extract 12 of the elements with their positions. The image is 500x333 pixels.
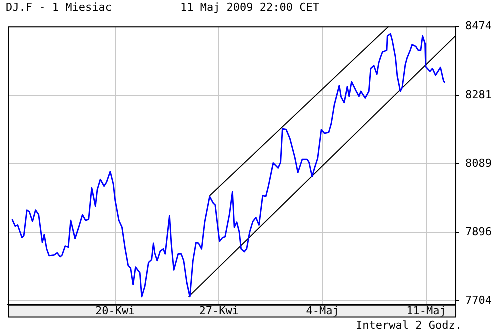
y-tick-label: 7704 bbox=[466, 294, 492, 308]
x-tick-label: 4-Maj bbox=[306, 304, 340, 318]
x-tick-label: 27-Kwi bbox=[199, 304, 239, 318]
x-tick-label: 11-Maj bbox=[406, 304, 446, 318]
y-tick-label: 8089 bbox=[466, 156, 492, 170]
y-tick-label: 8474 bbox=[466, 19, 492, 32]
y-tick-label: 8281 bbox=[466, 88, 492, 102]
chart-subtitle: 11 Maj 2009 22:00 CET bbox=[180, 1, 320, 14]
x-tick-label: 20-Kwi bbox=[96, 304, 136, 318]
text: Interwal 2 Godz. bbox=[356, 319, 462, 332]
y-tick-label: 7896 bbox=[466, 226, 492, 239]
chart-title: DJ.F - 1 Miesiac bbox=[6, 1, 112, 14]
